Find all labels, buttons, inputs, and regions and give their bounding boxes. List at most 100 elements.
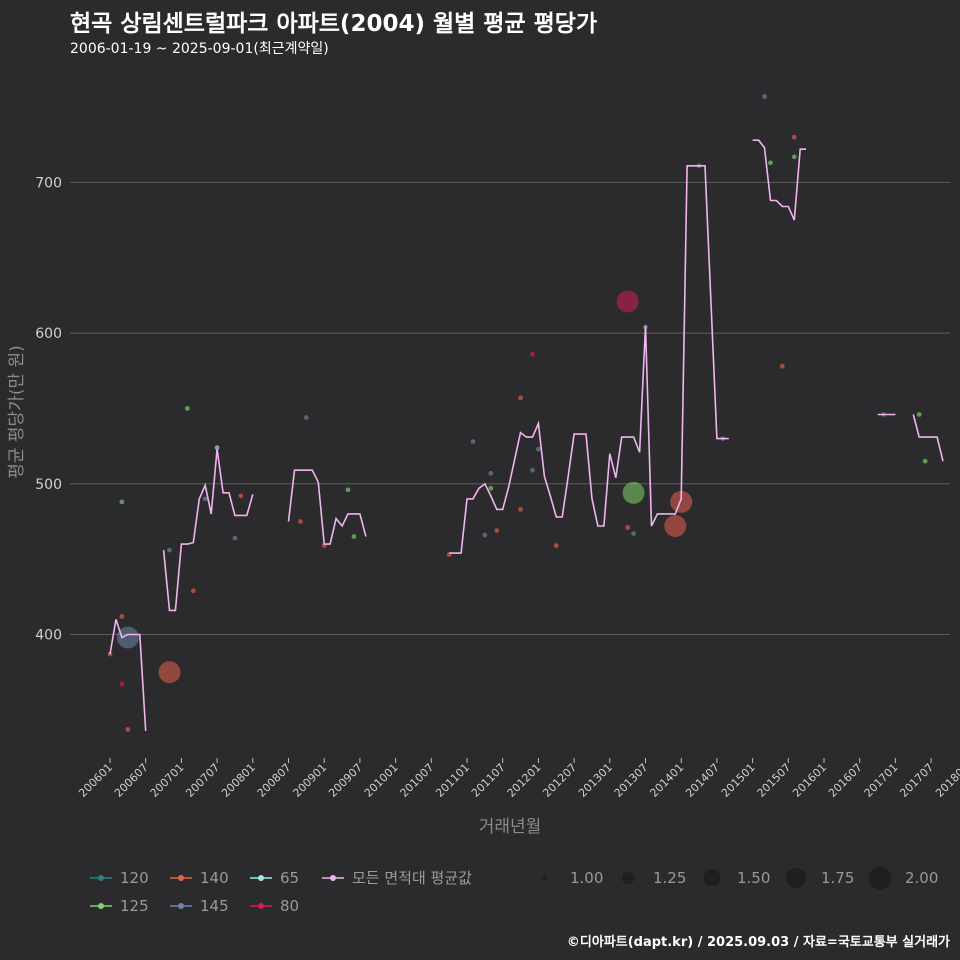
average-line-segment: [912, 414, 944, 462]
data-point-65: [214, 445, 220, 451]
data-point-140: [238, 493, 244, 499]
legend: 120 140 65 모든 면적대 평균값 125 145 80 1.00 1.25 1.50 1.…: [90, 866, 938, 915]
data-point-140: [125, 727, 131, 732]
data-point-125: [119, 499, 125, 505]
data-point-145: [232, 535, 238, 541]
chart-subtitle: 2006-01-19 ~ 2025-09-01(최근계약일): [70, 41, 329, 57]
x-tick-label: 201107: [469, 761, 508, 800]
average-line-segment: [109, 619, 147, 731]
data-point-140: [670, 490, 693, 513]
data-point-145: [631, 531, 636, 536]
legend-key-dot: [178, 875, 184, 881]
data-point-140: [625, 525, 631, 530]
average-line-segment: [162, 448, 254, 612]
legend-key-dot: [98, 903, 104, 909]
y-tick-label: 500: [35, 477, 62, 493]
size-legend-dot: [786, 868, 806, 888]
x-tick-label: 201307: [612, 761, 651, 800]
data-point-125: [791, 154, 797, 160]
x-tick-label: 201507: [755, 761, 794, 800]
source-caption: ©디아파트(dapt.kr) / 2025.09.03 / 자료=국토교통부 실…: [566, 935, 950, 950]
x-tick-label: 200701: [148, 761, 187, 800]
data-point-125: [488, 485, 494, 491]
data-point-145: [167, 547, 172, 553]
legend-label: 125: [120, 897, 149, 915]
average-line-segment: [752, 139, 807, 221]
x-tick-label: 200707: [183, 761, 222, 800]
average-line-segment: [449, 165, 729, 554]
y-axis-title: 평균 평당가(만 원): [7, 345, 27, 479]
data-point-145: [202, 496, 208, 502]
data-point-145: [488, 470, 494, 476]
average-line-segment: [287, 469, 367, 545]
data-point-145: [116, 626, 139, 649]
data-point-140: [553, 543, 559, 548]
x-tick-label: 201207: [540, 761, 579, 800]
data-point-145: [530, 467, 535, 473]
point-layer: [107, 94, 928, 732]
chart-title: 현곡 상림센트럴파크 아파트(2004) 월별 평균 평당가: [70, 11, 598, 37]
x-tick-label: 201501: [719, 761, 758, 800]
x-tick-label: 201401: [647, 761, 686, 800]
size-legend-label: 1.75: [821, 869, 854, 887]
size-legend-dot: [703, 869, 721, 887]
legend-key-dot: [178, 903, 184, 909]
legend-label: 145: [200, 897, 229, 915]
legend-label: 65: [280, 869, 299, 887]
grid-layer: [70, 181, 950, 635]
x-tick-label: 200907: [326, 761, 365, 800]
x-tick-label: 201607: [826, 761, 865, 800]
data-point-125: [768, 160, 773, 166]
data-point-125: [184, 406, 190, 411]
x-tick-label: 201707: [897, 761, 936, 800]
legend-label: 140: [200, 869, 229, 887]
y-tick-label: 700: [35, 175, 62, 191]
data-point-140: [779, 363, 785, 369]
data-point-125: [345, 487, 351, 493]
data-point-80: [616, 290, 639, 313]
y-tick-label: 600: [35, 326, 62, 342]
data-point-140: [158, 661, 181, 684]
data-point-145: [536, 446, 541, 452]
data-point-140: [494, 528, 500, 533]
x-tick-labels: 2006012006072007012007072008012008072009…: [76, 758, 960, 800]
average-line-layer: [109, 139, 944, 731]
data-point-145: [762, 94, 767, 99]
size-legend-label: 1.50: [737, 869, 770, 887]
x-tick-label: 201701: [862, 761, 901, 800]
data-point-145: [303, 415, 309, 420]
data-point-125: [922, 458, 928, 464]
data-point-145: [482, 532, 488, 538]
size-legend-dot: [868, 866, 892, 890]
legend-label: 모든 면적대 평균값: [352, 869, 472, 887]
data-point-140: [664, 514, 687, 537]
x-tick-label: 200901: [290, 761, 329, 800]
x-tick-label: 201407: [683, 761, 722, 800]
data-point-140: [518, 395, 523, 401]
data-point-140: [298, 519, 303, 524]
x-tick-label: 201301: [576, 761, 615, 800]
data-point-80: [530, 351, 535, 357]
y-tick-label: 400: [35, 628, 62, 644]
data-point-145: [470, 439, 476, 445]
data-point-125: [351, 534, 357, 539]
size-legend-label: 2.00: [905, 869, 938, 887]
data-point-125: [916, 412, 922, 417]
data-point-140: [190, 588, 196, 594]
y-tick-labels: 400 500 600 700: [35, 175, 62, 643]
legend-label: 80: [280, 897, 299, 915]
size-legend-label: 1.25: [653, 869, 686, 887]
x-tick-label: 201201: [505, 761, 544, 800]
size-legend-dot: [622, 872, 634, 884]
legend-key-dot: [330, 875, 336, 881]
size-legend-dot: [542, 875, 548, 881]
size-legend-label: 1.00: [570, 869, 603, 887]
data-point-125: [622, 481, 645, 504]
x-tick-label: 201001: [362, 761, 401, 800]
legend-key-dot: [98, 875, 104, 881]
x-tick-label: 200607: [112, 761, 151, 800]
data-point-80: [119, 681, 125, 687]
legend-key-dot: [258, 903, 264, 909]
x-tick-label: 201101: [433, 761, 472, 800]
